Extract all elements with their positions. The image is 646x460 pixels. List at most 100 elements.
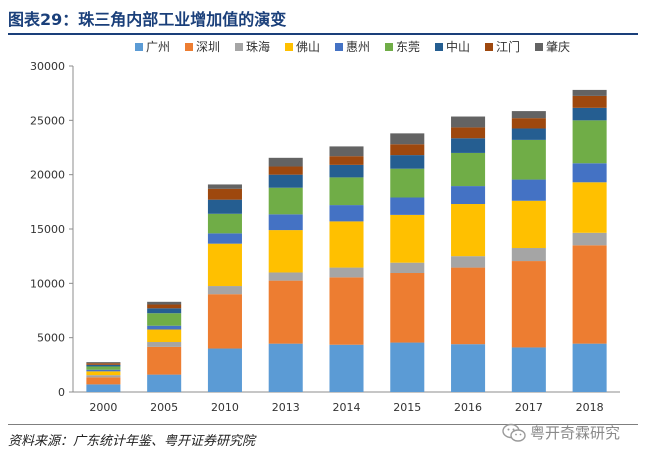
bar-segment: [511, 347, 546, 392]
legend-swatch: [435, 43, 443, 51]
bar-segment: [268, 343, 303, 392]
bar-segment: [207, 199, 242, 214]
y-tick-label: 25000: [30, 114, 65, 127]
legend-swatch: [385, 43, 393, 51]
footer-divider: [8, 424, 638, 425]
bar-segment: [207, 243, 242, 287]
legend-swatch: [285, 43, 293, 51]
bar-segment: [207, 188, 242, 200]
bar-segment: [511, 128, 546, 140]
bar-segment: [572, 245, 607, 344]
bar-segment: [572, 343, 607, 392]
bar-segment: [147, 304, 182, 309]
bar-segment: [268, 166, 303, 175]
bar-segment: [390, 133, 425, 145]
bar-segment: [572, 163, 607, 183]
bar-segment: [268, 214, 303, 231]
bar-segment: [451, 138, 486, 153]
legend-swatch: [485, 43, 493, 51]
bar-segment: [390, 144, 425, 156]
bar-segment: [329, 344, 364, 392]
legend-swatch: [535, 43, 543, 51]
bar-segment: [268, 280, 303, 344]
bar-segment: [451, 344, 486, 392]
bar-segment: [86, 364, 121, 367]
bar-segment: [451, 116, 486, 128]
y-tick-label: 30000: [30, 60, 65, 73]
bar-segment: [511, 139, 546, 180]
bar-segment: [511, 248, 546, 262]
bar-segment: [86, 363, 121, 365]
x-tick-label: 2017: [515, 401, 543, 414]
y-tick-label: 15000: [30, 223, 65, 236]
bar-segment: [390, 197, 425, 215]
bar-segment: [329, 205, 364, 222]
bar-segment: [572, 95, 607, 108]
source-note: 资料来源：广东统计年鉴、粤开证券研究院: [8, 434, 256, 449]
y-tick-label: 20000: [30, 169, 65, 182]
bar-segment: [390, 155, 425, 169]
bar-segment: [268, 157, 303, 167]
bar-segment: [147, 301, 182, 305]
bar-segment: [86, 377, 121, 385]
bar-segment: [147, 313, 182, 326]
bar-segment: [268, 230, 303, 273]
bar-segment: [329, 267, 364, 278]
legend-swatch: [185, 43, 193, 51]
bar-segment: [268, 174, 303, 188]
bar-segment: [147, 374, 182, 392]
bar-segment: [451, 152, 486, 187]
x-tick-label: 2014: [333, 401, 361, 414]
legend-swatch: [235, 43, 243, 51]
legend-label: 江门: [496, 39, 520, 54]
bar-segment: [207, 286, 242, 295]
bar-segment: [268, 187, 303, 215]
y-tick-label: 10000: [30, 277, 65, 290]
bar-segment: [572, 182, 607, 233]
bar-segment: [207, 184, 242, 189]
bar-segment: [390, 273, 425, 343]
bar-segment: [147, 325, 182, 330]
bar-segment: [451, 127, 486, 139]
bar-segment: [451, 204, 486, 257]
watermark-text: 粤开奇霖研究: [530, 424, 621, 442]
legend-label: 中山: [446, 39, 470, 54]
x-tick-label: 2013: [272, 401, 300, 414]
legend-swatch: [335, 43, 343, 51]
bar-segment: [451, 267, 486, 345]
bar-segment: [86, 375, 121, 378]
legend-swatch: [135, 43, 143, 51]
bar-segment: [511, 118, 546, 129]
bar-segment: [390, 262, 425, 274]
bar-segment: [451, 256, 486, 268]
legend-label: 肇庆: [546, 39, 570, 54]
bar-segment: [329, 221, 364, 268]
bar-segment: [86, 384, 121, 392]
bar-segment: [390, 214, 425, 263]
bar-segment: [86, 366, 121, 370]
bar-segment: [329, 146, 364, 157]
y-tick-label: 5000: [37, 332, 65, 345]
bar-segment: [451, 186, 486, 205]
bar-segment: [511, 261, 546, 348]
x-tick-label: 2010: [211, 401, 239, 414]
bar-segment: [86, 362, 121, 364]
legend-label: 惠州: [346, 40, 370, 54]
bar-segment: [511, 179, 546, 201]
legend-label: 珠海: [246, 39, 270, 54]
bar-segment: [147, 329, 182, 343]
bar-segment: [390, 168, 425, 198]
bar-segment: [329, 164, 364, 178]
x-tick-label: 2018: [576, 401, 604, 414]
bar-segment: [390, 342, 425, 392]
bar-segment: [86, 371, 121, 376]
bar-segment: [511, 111, 546, 119]
x-tick-label: 2000: [89, 401, 117, 414]
x-tick-label: 2005: [150, 401, 178, 414]
bar-segment: [207, 213, 242, 234]
bar-segment: [572, 89, 607, 96]
watermark: 粤开奇霖研究: [502, 422, 620, 443]
x-tick-label: 2015: [393, 401, 421, 414]
legend-label: 深圳: [196, 40, 220, 54]
x-tick-label: 2016: [454, 401, 482, 414]
